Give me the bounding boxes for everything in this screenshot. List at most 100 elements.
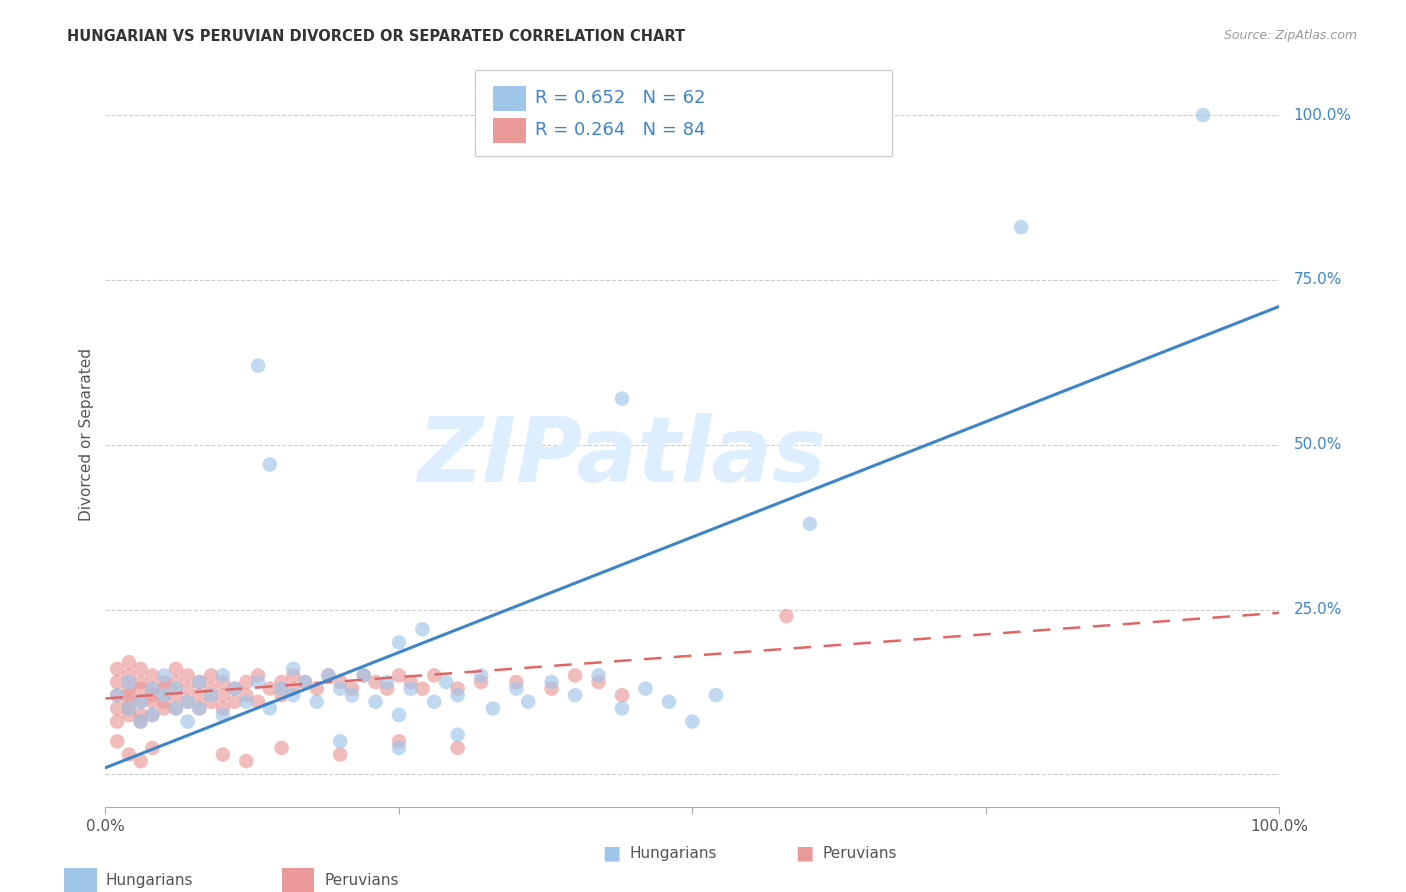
Point (294, 675, 316, 690)
Point (388, 740, 411, 755)
Text: 50.0%: 50.0% (1294, 437, 1341, 452)
Point (224, 681, 246, 696)
Point (1010, 220, 1032, 235)
Text: ZIPatlas: ZIPatlas (418, 413, 827, 501)
Point (200, 668, 222, 682)
Point (434, 675, 457, 690)
Point (423, 668, 446, 682)
Point (129, 714, 152, 729)
Point (105, 688, 128, 702)
Point (200, 681, 222, 696)
Point (775, 609, 797, 624)
Point (505, 681, 527, 696)
Point (129, 714, 152, 729)
Point (211, 675, 233, 690)
Point (247, 668, 270, 682)
Point (247, 695, 270, 709)
Point (141, 688, 163, 702)
FancyBboxPatch shape (475, 70, 891, 155)
FancyBboxPatch shape (494, 119, 526, 143)
Point (105, 662, 128, 676)
Text: Hungarians: Hungarians (630, 847, 717, 861)
Point (340, 681, 363, 696)
Point (224, 695, 246, 709)
Point (505, 675, 527, 690)
Point (129, 675, 152, 690)
Point (105, 714, 128, 729)
Point (364, 675, 387, 690)
Point (388, 708, 411, 723)
Text: 25.0%: 25.0% (1294, 602, 1341, 617)
Point (118, 701, 141, 715)
Point (375, 681, 398, 696)
Point (364, 695, 387, 709)
FancyBboxPatch shape (281, 868, 315, 892)
Point (118, 655, 141, 669)
Point (247, 359, 270, 373)
Point (165, 701, 187, 715)
Point (610, 392, 633, 406)
Point (329, 747, 352, 762)
Point (540, 675, 562, 690)
Point (588, 675, 610, 690)
Point (270, 688, 292, 702)
Point (188, 701, 211, 715)
Point (681, 714, 703, 729)
Point (200, 688, 222, 702)
Point (446, 728, 468, 742)
FancyBboxPatch shape (494, 87, 526, 111)
Point (799, 516, 821, 531)
Point (118, 668, 141, 682)
Point (129, 754, 152, 768)
Point (446, 681, 468, 696)
Point (283, 662, 305, 676)
Point (141, 708, 163, 723)
Text: ■: ■ (602, 843, 621, 862)
Point (283, 668, 305, 682)
Point (165, 681, 187, 696)
Point (141, 681, 163, 696)
Point (259, 458, 281, 472)
Point (388, 734, 411, 748)
Point (388, 668, 411, 682)
Point (211, 708, 233, 723)
Point (446, 740, 468, 755)
Point (283, 681, 305, 696)
Point (610, 688, 633, 702)
Point (340, 688, 363, 702)
Point (165, 675, 187, 690)
Point (211, 747, 233, 762)
Point (105, 675, 128, 690)
Point (118, 675, 141, 690)
Point (129, 681, 152, 696)
Text: 100.0%: 100.0% (1294, 108, 1351, 123)
Y-axis label: Divorced or Separated: Divorced or Separated (79, 349, 94, 521)
Point (564, 688, 586, 702)
Point (423, 695, 446, 709)
Point (141, 740, 163, 755)
Point (399, 675, 422, 690)
Point (153, 688, 176, 702)
Point (176, 668, 198, 682)
Point (176, 681, 198, 696)
Text: Peruvians: Peruvians (325, 872, 399, 888)
Text: Peruvians: Peruvians (823, 847, 897, 861)
Text: R = 0.652   N = 62: R = 0.652 N = 62 (536, 89, 706, 107)
Point (564, 668, 586, 682)
Point (283, 688, 305, 702)
Point (118, 681, 141, 696)
Point (294, 675, 316, 690)
Point (645, 438, 668, 452)
Point (176, 695, 198, 709)
Point (211, 701, 233, 715)
Point (634, 681, 657, 696)
Text: HUNGARIAN VS PERUVIAN DIVORCED OR SEPARATED CORRELATION CHART: HUNGARIAN VS PERUVIAN DIVORCED OR SEPARA… (67, 29, 686, 44)
Point (270, 740, 292, 755)
Point (129, 662, 152, 676)
Point (329, 675, 352, 690)
Point (105, 734, 128, 748)
Point (165, 688, 187, 702)
Point (129, 695, 152, 709)
Point (153, 701, 176, 715)
Point (305, 681, 328, 696)
